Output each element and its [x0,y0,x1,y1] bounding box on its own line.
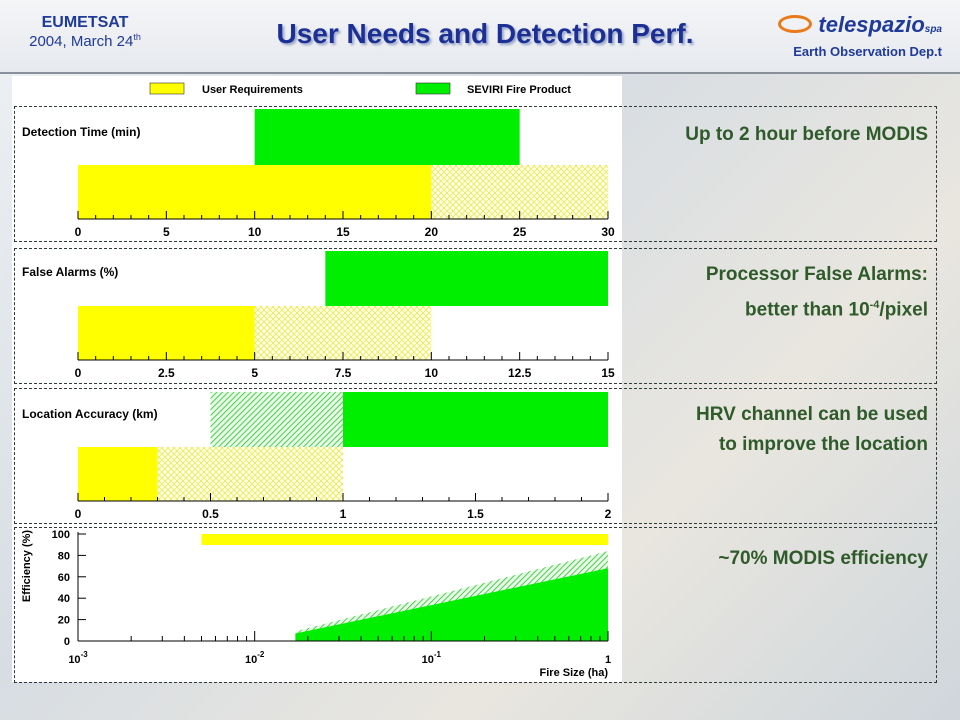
logo-text: telespazio [818,12,925,37]
panel-title-detection-time: Detection Time (min) [22,125,140,139]
xtick-label-location-accuracy: 1.5 [467,507,484,521]
efficiency-xlabel: Fire Size (ha) [540,667,609,679]
xtick-label-false-alarms: 0 [75,366,82,380]
bar-location-accuracy-user-requirements [78,447,158,501]
efficiency-ytick-label: 80 [58,550,70,562]
xtick-label-location-accuracy: 2 [605,507,612,521]
efficiency-ytick-label: 0 [64,636,70,648]
xtick-label-false-alarms: 15 [601,366,615,380]
efficiency-ytick-label: 40 [58,593,70,605]
xtick-label-false-alarms: 12.5 [508,366,532,380]
bar-detection-time-user-requirements [78,165,432,219]
xtick-label-false-alarms: 2.5 [158,366,175,380]
panel-frame-detection-time [14,106,937,242]
note-false-alarms-line1: Processor False Alarms: [705,264,928,285]
logo-orbit-icon [778,15,813,34]
xtick-label-detection-time: 30 [601,225,615,239]
efficiency-panel: Efficiency (%) Fire Size (ha) 10-3 10-2 … [21,529,611,679]
note-location-line1: HRV channel can be used [696,404,928,425]
bar-false-alarms-user-requirements-hatched [254,306,432,360]
xtick-label-location-accuracy: 1 [340,507,347,521]
note-detection-time: Up to 2 hour before MODIS [685,124,928,145]
header-bar: EUMETSAT 2004, March 24th User Needs and… [0,0,960,74]
bar-detection-time-seviri [254,109,520,165]
logo-wordmark: telespaziospa [742,12,942,38]
efficiency-xtick-label: 10-2 [245,650,265,666]
xtick-label-location-accuracy: 0.5 [202,507,219,521]
bar-false-alarms-user-requirements [78,306,255,360]
note-location-accuracy: HRV channel can be used to improve the l… [696,400,928,460]
efficiency-ytick-label: 60 [58,572,70,584]
bar-panels: 0 5 10 15 20 25 30 0 2.5 5 7.5 10 12.5 15 0 0.5 1 1.5 2 [75,109,615,521]
panel-frame-false-alarms [14,248,937,384]
panel-title-false-alarms: False Alarms (%) [22,265,118,279]
xtick-label-detection-time: 0 [75,225,82,239]
legend: User Requirements SEVIRI Fire Product [149,82,571,96]
note-false-alarms-line2: better than 10-4/pixel [745,299,928,321]
xtick-label-detection-time: 20 [425,225,439,239]
efficiency-ylabel: Efficiency (%) [21,530,33,602]
legend-swatch-seviri-fire-product [415,82,451,95]
legend-label-seviri-fire-product: SEVIRI Fire Product [467,84,571,96]
org-block: EUMETSAT 2004, March 24th [10,14,160,50]
bar-false-alarms-seviri [325,251,608,306]
efficiency-ytick-label: 20 [58,615,70,627]
efficiency-xtick-label: 10-3 [68,650,88,666]
presentation-date: 2004, March 24th [10,32,160,50]
date-text: 2004, March 24 [29,33,134,50]
panel-title-location-accuracy: Location Accuracy (km) [22,407,158,421]
xtick-label-false-alarms: 5 [251,366,258,380]
charts-svg: User Requirements SEVIRI Fire Product De… [21,82,615,679]
bar-detection-time-user-requirements-hatched [431,165,608,219]
bar-location-accuracy-seviri [343,392,608,447]
logo-suffix: spa [924,24,942,35]
chart-area: User Requirements SEVIRI Fire Product De… [12,76,622,682]
efficiency-ytick-label: 100 [52,529,70,541]
efficiency-seviri-area [295,568,608,641]
note-location-line2: to improve the location [718,434,928,455]
xtick-label-detection-time: 10 [248,225,262,239]
panel-frame-efficiency [14,527,937,683]
efficiency-user-requirement-band [201,534,609,545]
xtick-label-false-alarms: 10 [425,366,439,380]
date-suffix: th [133,32,141,42]
slide-title: User Needs and Detection Perf. [276,18,694,49]
xtick-label-location-accuracy: 0 [75,507,82,521]
xtick-label-detection-time: 5 [163,225,170,239]
xtick-label-detection-time: 25 [513,225,527,239]
xtick-label-false-alarms: 7.5 [335,366,352,380]
legend-label-user-requirements: User Requirements [202,84,303,96]
legend-swatch-user-requirements [149,82,185,95]
company-logo: telespaziospa Earth Observation Dep.t [742,12,942,59]
efficiency-xtick-label: 10-1 [422,650,442,666]
note-false-alarms: Processor False Alarms: better than 10-4… [706,260,928,325]
bar-location-accuracy-user-requirements-hatched [157,447,343,501]
panel-frame-location-accuracy [14,388,937,524]
org-name: EUMETSAT [41,14,129,31]
xtick-label-detection-time: 15 [336,225,350,239]
bar-location-accuracy-seviri-hatched [210,392,343,447]
department-name: Earth Observation Dep.t [793,44,942,59]
note-efficiency: ~70% MODIS efficiency [718,548,928,569]
efficiency-xtick-label: 1 [605,654,611,666]
